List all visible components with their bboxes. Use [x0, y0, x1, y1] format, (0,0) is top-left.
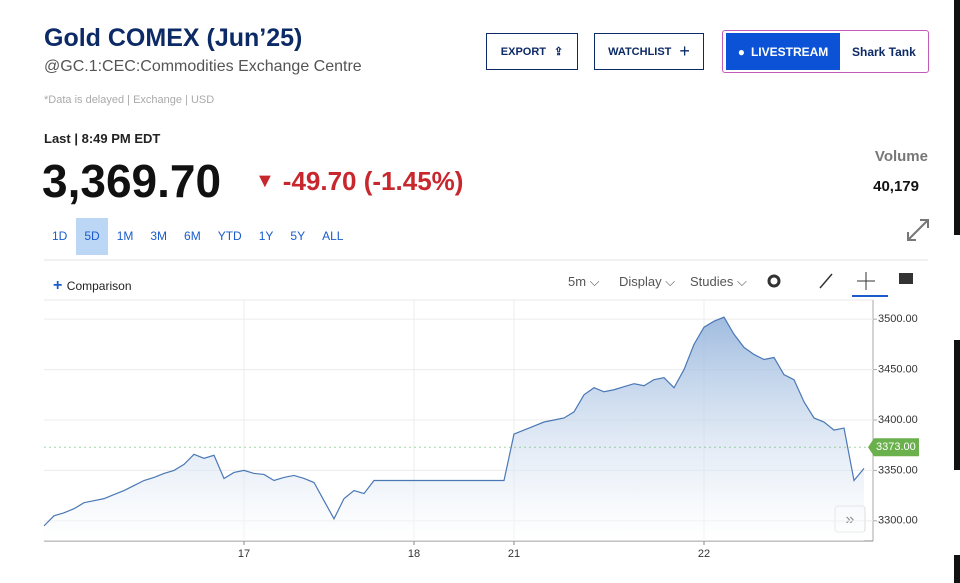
show-name[interactable]: Shark Tank: [852, 44, 916, 59]
dot: ●: [737, 44, 745, 59]
range-button[interactable]: 1D: [52, 229, 68, 243]
note: *Data is delayed | Exchange | USD: [44, 94, 215, 106]
price: 3,369.70: [42, 155, 222, 207]
side-strip: [954, 340, 960, 470]
x-tick-label: 17: [238, 548, 250, 560]
area: [44, 317, 864, 541]
range-button[interactable]: ALL: [322, 229, 344, 243]
interval-menu[interactable]: 5m ⌵: [568, 274, 600, 289]
x-tick-label: 18: [408, 548, 420, 560]
title: Gold COMEX (Jun’25): [44, 24, 303, 52]
range-button[interactable]: YTD: [217, 229, 242, 243]
y-tick-label: 3400.00: [878, 414, 918, 426]
label: Comparison: [66, 279, 132, 293]
label: EXPORT: [500, 45, 546, 58]
label: WATCHLIST: [608, 45, 672, 58]
range-button[interactable]: 1M: [116, 229, 134, 243]
label: Studies: [690, 274, 734, 289]
x-tick-label: 21: [508, 548, 520, 560]
icon: +: [53, 277, 67, 294]
export-button[interactable]: EXPORT ⇪: [486, 33, 578, 70]
y-tick-label: 3350.00: [878, 464, 918, 476]
label: 5m: [568, 274, 587, 289]
line: [43, 316, 865, 527]
range-button[interactable]: 5D: [76, 218, 108, 255]
livestream[interactable]: ● LIVESTREAM Shark Tank: [722, 30, 929, 73]
studies-menu[interactable]: Studies ⌵: [690, 274, 747, 289]
range-selector: 1D 5D 1M 3M 6M YTD 1Y 5Y ALL: [44, 218, 352, 255]
draw-icon[interactable]: [819, 273, 833, 289]
display-menu[interactable]: Display ⌵: [619, 274, 676, 289]
comment-icon[interactable]: [899, 273, 913, 284]
price-tag: [868, 438, 919, 457]
last-time: Last | 8:49 PM EDT: [44, 131, 161, 146]
change: ▼ -49.70 (-1.45%): [255, 166, 463, 197]
comparison-button[interactable]: + Comparison: [53, 277, 132, 295]
crosshair-icon[interactable]: [852, 272, 888, 297]
settings-icon[interactable]: [767, 274, 781, 288]
range-button[interactable]: 6M: [184, 229, 201, 243]
livestream-button[interactable]: ● LIVESTREAM: [726, 33, 840, 70]
y-tick-label: 3300.00: [878, 515, 918, 527]
icon: +: [679, 41, 690, 61]
symbol: @GC.1:CEC:Commodities Exchange Centre: [44, 58, 362, 75]
price-tag-label: 3373.00: [876, 441, 916, 453]
y-tick-label: 3500.00: [878, 313, 918, 325]
label: LIVESTREAM: [750, 44, 829, 59]
range-button[interactable]: 5Y: [290, 229, 306, 243]
y-tick-label: 3450.00: [878, 363, 918, 375]
side-strip: [954, 0, 960, 235]
watchlist-button[interactable]: WATCHLIST +: [594, 33, 704, 70]
label: Display: [619, 274, 662, 289]
expand-icon[interactable]: [907, 219, 929, 241]
down-arrow: ▼: [255, 170, 275, 192]
change-text: -49.70 (-1.45%): [282, 166, 464, 196]
icon: ⇪: [554, 46, 564, 58]
volume-label: Volume: [874, 148, 928, 165]
x-tick-label: 22: [698, 548, 710, 560]
range-button[interactable]: 1Y: [258, 229, 274, 243]
volume: 40,179: [873, 178, 919, 195]
range-button[interactable]: 3M: [150, 229, 168, 243]
side-strip: [954, 555, 960, 583]
